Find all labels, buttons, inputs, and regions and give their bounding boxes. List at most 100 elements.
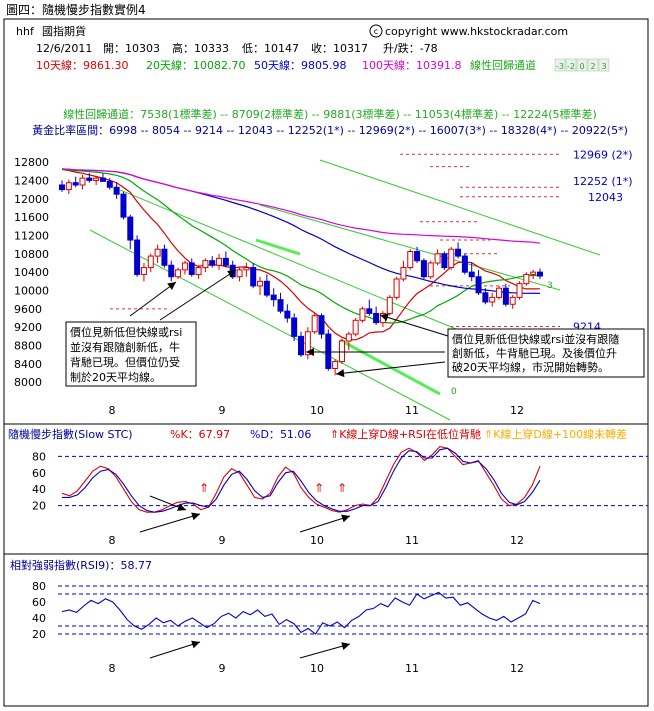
price-y-tick-label: 11600 <box>14 211 49 224</box>
candle-body <box>175 269 182 278</box>
candle <box>270 288 277 307</box>
annotation-arrow-head <box>227 270 236 278</box>
rsi-title: 相對強弱指數(RSI9)： <box>10 558 120 572</box>
candle <box>352 318 359 337</box>
candle-body <box>304 331 311 356</box>
candle-body <box>434 253 441 264</box>
stc-series-line <box>62 447 541 513</box>
candle <box>113 182 120 199</box>
regression-scale-chip <box>554 58 566 72</box>
rsi-value: 58.77 <box>120 559 152 572</box>
regression-channel-line <box>319 159 601 256</box>
stc-y-tick-label: 80 <box>32 450 46 463</box>
rsi-y-tick-label: 20 <box>32 628 46 641</box>
candle <box>414 246 421 263</box>
candle <box>106 178 113 190</box>
regression-channel-label: 3 <box>547 281 553 291</box>
candle-body <box>475 276 482 294</box>
annotation-arrow-head <box>191 640 200 649</box>
annotation-arrow-head <box>341 514 350 523</box>
regression-scale-label: -3 <box>556 62 564 71</box>
candle-body <box>113 186 120 195</box>
regression-levels: 線性回歸通道：7538(1標準差) -- 8709(2標準差) -- 9881(… <box>63 107 597 121</box>
candle-body <box>243 267 250 271</box>
stc-x-tick-label: 12 <box>510 534 524 547</box>
candle-body <box>448 248 455 269</box>
annotation-arrow <box>129 281 177 317</box>
price-panel: hhf 國指期貨 c copyright www.hkstockradar.co… <box>3 18 649 425</box>
fib-label: 12252 (1*) <box>573 175 633 188</box>
ma20-value: 10082.70 <box>193 59 246 72</box>
ma100-value: 10391.8 <box>416 59 462 72</box>
candle <box>420 258 427 280</box>
rsi-x-tick-label: 9 <box>219 662 226 675</box>
candle-body <box>79 177 86 186</box>
annotation-right: 價位見新低但快線或rsi並沒有跟隨 創新低，牛背馳已現。及後價位升 破20天平均… <box>447 328 645 378</box>
candle-body <box>277 299 284 312</box>
candle <box>325 329 332 371</box>
copyright-icon: c <box>369 24 383 38</box>
candle-body <box>250 267 257 287</box>
price-plot: 12800 12400 12000 11600 11200 10800 10400 10000… <box>14 148 633 421</box>
candle-body <box>140 267 147 275</box>
annotation-left: 價位見新低但快線或rsi 並沒有跟隨創新低，牛 背馳已現。但價位仍受 制於20天… <box>65 321 197 387</box>
candle <box>250 262 257 289</box>
price-x-tick-label: 11 <box>405 404 419 417</box>
candle <box>161 244 168 268</box>
candle <box>243 262 250 277</box>
annotation-arrow-head <box>380 313 389 322</box>
candle <box>366 299 373 316</box>
candle <box>181 260 188 275</box>
candle <box>393 276 400 300</box>
annotation-arrow <box>306 348 445 356</box>
candle <box>461 253 468 275</box>
open-value: 10303 <box>125 42 160 55</box>
annotation-arrow <box>335 361 446 378</box>
candle <box>448 246 455 270</box>
ma10-line <box>61 168 541 341</box>
annotation-arrow-head <box>167 282 176 290</box>
candle <box>407 249 414 270</box>
regression-scale-label: -2 <box>567 62 575 71</box>
ma10-value: 9861.30 <box>83 59 129 72</box>
rsi-x-tick-label: 12 <box>510 662 524 675</box>
candle <box>523 272 530 286</box>
candle <box>304 327 311 360</box>
rsi-x-tick-label: 11 <box>405 662 419 675</box>
stc-panel: 隨機慢步指數(Slow STC) %K：67.97 %D：51.06 ⇑K線上穿… <box>3 423 649 555</box>
candle-body <box>168 264 175 278</box>
candle-body <box>99 177 106 182</box>
candle-body <box>257 280 264 287</box>
annotation-arrow-shaft <box>335 361 446 375</box>
stc-x-tick-label: 10 <box>310 534 324 547</box>
candle <box>140 262 147 282</box>
candle-body <box>181 262 188 271</box>
candle <box>455 242 462 259</box>
candle <box>509 295 516 309</box>
ma20-line <box>61 168 541 324</box>
candle-body <box>222 257 229 266</box>
candle-body <box>161 248 168 266</box>
candle-body <box>393 278 400 298</box>
candle <box>216 253 223 270</box>
candle <box>277 292 284 314</box>
price-y-tick-label: 8800 <box>14 340 42 353</box>
candle <box>468 262 475 282</box>
candle-body <box>366 308 373 314</box>
annotation-arrow-shaft <box>149 641 201 659</box>
candle-body <box>154 248 161 257</box>
price-y-tick-label: 12800 <box>14 156 49 169</box>
fib-label: 12969 (2*) <box>573 148 633 161</box>
annotation-arrow-head <box>336 369 345 378</box>
candle-body <box>134 239 141 275</box>
candle-body <box>284 310 291 319</box>
price-y-tick-label: 9200 <box>14 321 42 334</box>
candle <box>154 244 161 263</box>
fib-label: 12043 <box>588 191 623 204</box>
candle-body <box>509 296 516 305</box>
price-y-tick-label: 12400 <box>14 174 49 187</box>
candle-body <box>188 262 195 275</box>
stc-header: 隨機慢步指數(Slow STC) %K：67.97 %D：51.06 ⇑K線上穿… <box>8 427 627 441</box>
candle <box>489 292 496 307</box>
